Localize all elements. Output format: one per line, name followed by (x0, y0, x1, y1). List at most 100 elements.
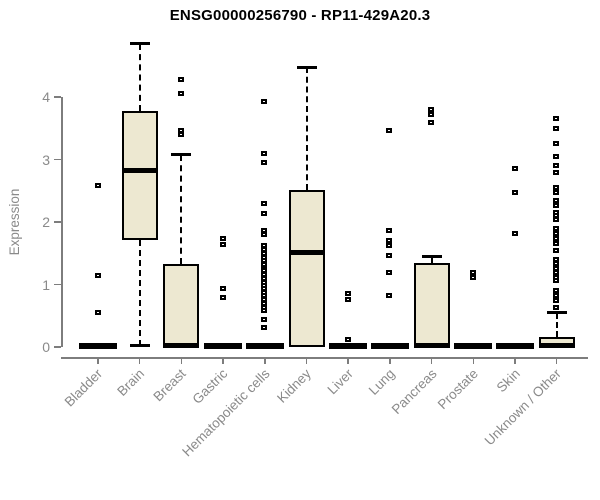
y-axis-tick (54, 221, 61, 223)
outlier-point (261, 98, 268, 104)
x-axis-tick (347, 357, 349, 364)
outlier-point (219, 285, 226, 291)
outlier-point (553, 116, 560, 122)
outlier-point (261, 200, 268, 206)
outlier-point (553, 298, 560, 304)
outlier-point (553, 169, 560, 175)
upper-whisker-cap (546, 311, 567, 315)
outlier-point (261, 210, 268, 216)
x-category-label-pancreas: Pancreas (388, 366, 440, 417)
median-line-breast (163, 343, 200, 349)
box-breast (163, 263, 200, 347)
upper-whisker (555, 312, 558, 337)
x-axis-tick (389, 357, 391, 364)
x-axis-tick (222, 357, 224, 364)
outlier-point (344, 297, 351, 302)
y-axis-tick (54, 96, 61, 98)
median-line-gastric (204, 342, 243, 349)
x-axis-tick (264, 357, 266, 364)
x-axis-tick (555, 357, 558, 364)
x-category-label-skin: Skin (493, 366, 523, 396)
outlier-point (553, 184, 560, 190)
outlier-point (177, 77, 184, 82)
outlier-point (386, 128, 393, 134)
median-line-kidney (288, 249, 325, 255)
y-axis-tick (54, 346, 61, 348)
outlier-point (553, 287, 560, 293)
x-axis-tick (472, 357, 475, 364)
outlier-point (428, 112, 435, 117)
upper-whisker (138, 43, 141, 111)
outlier-point (553, 257, 560, 262)
outlier-point (553, 217, 560, 222)
x-category-label-brain: Brain (114, 366, 148, 399)
outlier-point (261, 317, 268, 322)
outlier-point (386, 228, 393, 234)
outlier-point (553, 265, 560, 271)
outlier-point (94, 183, 101, 189)
outlier-point (386, 253, 393, 259)
outlier-point (553, 230, 560, 236)
outlier-point (511, 165, 518, 171)
outlier-point (177, 132, 184, 137)
lower-whisker-cap (129, 344, 150, 348)
x-category-label-breast: Breast (150, 366, 190, 405)
x-category-label-gastric: Gastric (189, 366, 231, 407)
y-tick-label: 2 (42, 214, 50, 230)
x-axis-tick (305, 357, 308, 364)
outlier-point (553, 163, 560, 169)
outlier-point (553, 225, 560, 231)
outlier-point (386, 243, 393, 249)
median-line-skin (496, 342, 534, 349)
outlier-point (553, 125, 560, 131)
outlier-point (177, 90, 184, 96)
outlier-point (261, 232, 268, 237)
x-category-label-lung: Lung (365, 366, 398, 398)
box-pancreas (413, 262, 450, 347)
outlier-point (553, 292, 560, 298)
median-line-unknown-other (538, 342, 575, 348)
y-axis-line (61, 97, 63, 347)
chart-title: ENSG00000256790 - RP11-429A20.3 (169, 7, 431, 24)
upper-whisker (305, 67, 308, 190)
outlier-point (219, 242, 226, 247)
x-category-label-unknown-other: Unknown / Other (482, 366, 565, 449)
upper-whisker-cap (171, 153, 192, 156)
outlier-point (553, 235, 560, 241)
upper-whisker (180, 154, 183, 264)
outlier-point (553, 261, 560, 267)
outlier-point (219, 294, 226, 300)
x-axis-line (61, 357, 588, 359)
upper-whisker-cap (129, 42, 150, 46)
y-axis-tick (54, 283, 61, 286)
outlier-point (94, 309, 101, 315)
median-line-bladder (79, 342, 117, 349)
outlier-point (553, 153, 560, 159)
outlier-point (94, 272, 101, 278)
outlier-point (428, 107, 435, 112)
outlier-point (386, 238, 393, 244)
outlier-point (553, 240, 560, 246)
outlier-point (386, 269, 393, 275)
outlier-point (553, 247, 560, 253)
x-category-label-bladder: Bladder (62, 366, 106, 410)
y-tick-label: 1 (42, 276, 50, 293)
lower-whisker (138, 239, 141, 346)
median-line-prostate (454, 342, 493, 349)
x-axis-tick (97, 357, 99, 364)
y-tick-label: 4 (42, 89, 50, 105)
median-line-lung (370, 342, 409, 349)
median-line-pancreas (413, 343, 450, 349)
y-tick-label: 3 (42, 151, 50, 168)
outlier-point (553, 202, 560, 208)
outlier-point (511, 189, 518, 195)
x-category-label-liver: Liver (324, 366, 356, 398)
outlier-point (261, 308, 268, 314)
outlier-point (553, 189, 560, 195)
outlier-point (261, 160, 268, 166)
upper-whisker-cap (421, 254, 442, 258)
y-tick-label: 0 (42, 339, 50, 355)
upper-whisker-cap (296, 65, 317, 69)
x-axis-tick (514, 357, 516, 364)
